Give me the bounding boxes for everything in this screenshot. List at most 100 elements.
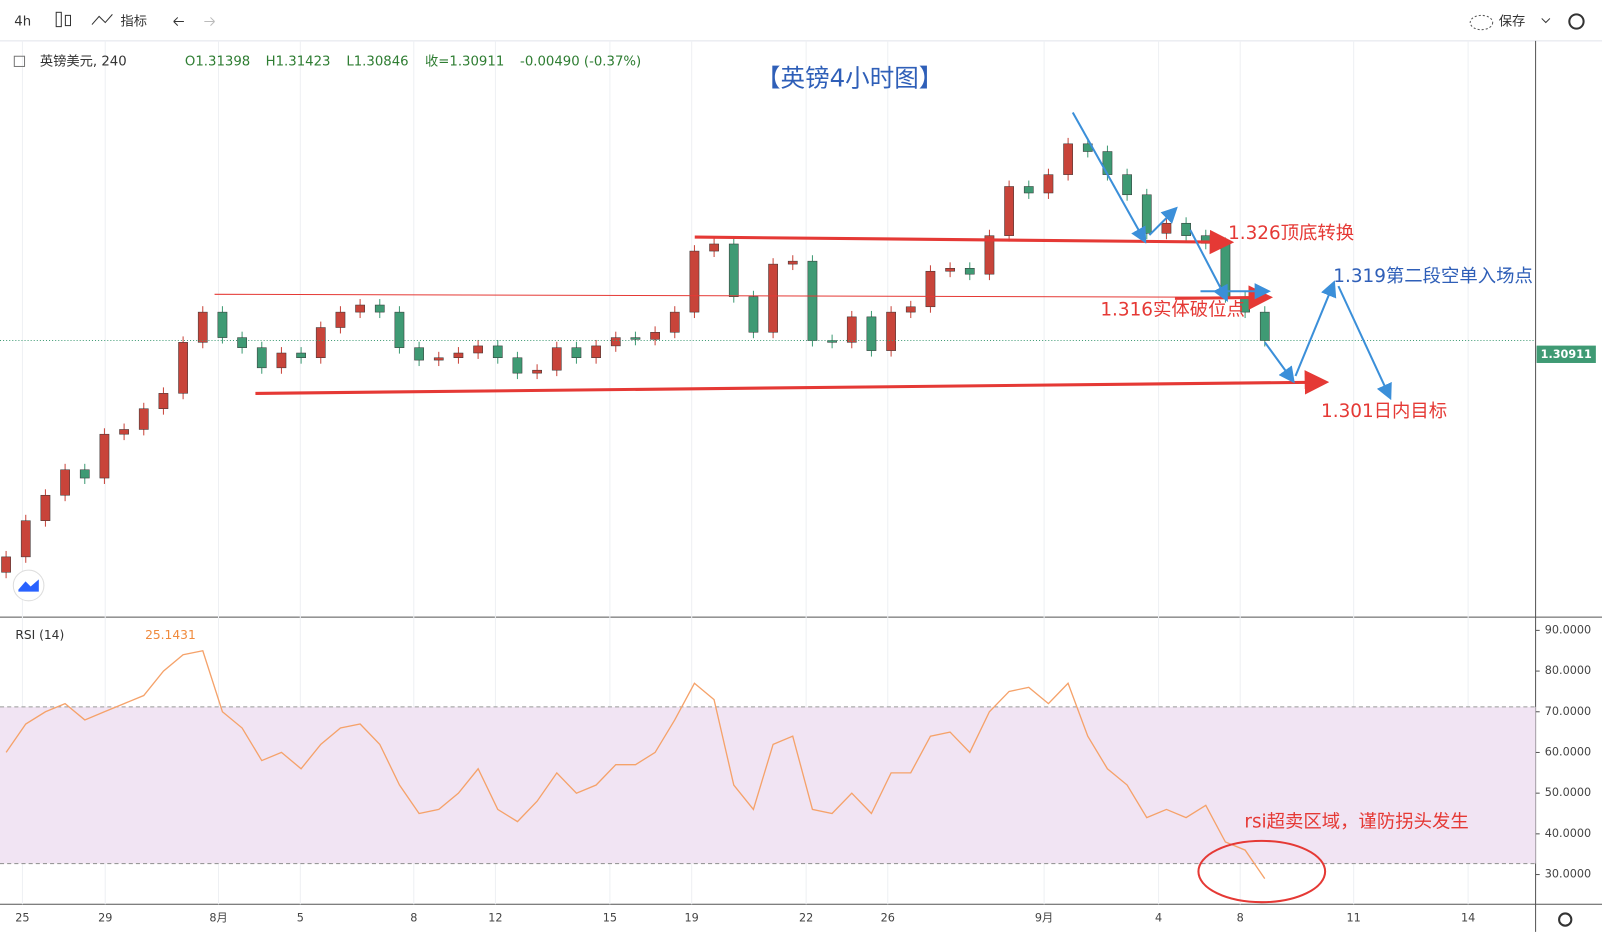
up-arrow xyxy=(1148,206,1178,236)
x-tick-label: 11 xyxy=(1347,912,1361,925)
settings-button[interactable] xyxy=(1568,13,1585,30)
legend-low: L1.30846 xyxy=(346,54,408,69)
candle-body xyxy=(1023,186,1034,194)
save-menu[interactable] xyxy=(1541,18,1551,24)
candle-body xyxy=(827,340,837,343)
oversold-circle xyxy=(1197,839,1327,904)
rsi-name[interactable]: RSI (14) xyxy=(15,628,64,642)
candle-body xyxy=(964,268,975,275)
candle-body xyxy=(1122,174,1132,196)
x-tick-label: 12 xyxy=(488,912,502,925)
candle-body xyxy=(256,347,267,369)
break-line xyxy=(1174,285,1274,310)
y-tick-label: 70.0000 xyxy=(1545,705,1591,718)
candle-body xyxy=(158,393,169,409)
candle-body xyxy=(768,263,778,333)
candle-body xyxy=(315,327,326,359)
annotation: 1.326顶底转换 xyxy=(1228,223,1354,244)
x-tick-label: 14 xyxy=(1461,912,1475,925)
annotation: 1.319第二段空单入场点 xyxy=(1333,266,1533,287)
candle-body xyxy=(748,296,759,333)
x-tick-label: 15 xyxy=(603,912,617,925)
x-tick-label: 22 xyxy=(799,912,813,925)
x-tick-label: 29 xyxy=(98,912,112,925)
candle-body xyxy=(335,311,346,328)
candle-body xyxy=(296,352,306,359)
candle-body xyxy=(276,352,287,369)
axis-settings[interactable] xyxy=(1558,912,1573,927)
symbol[interactable]: 英镑美元, 240 xyxy=(40,52,127,69)
candle-body xyxy=(610,337,621,347)
candle-type-button[interactable] xyxy=(55,11,72,28)
candle-body xyxy=(473,345,483,354)
y-tick-label: 80.0000 xyxy=(1545,664,1591,677)
redo-button[interactable] xyxy=(204,17,215,26)
candle-body xyxy=(453,352,464,359)
y-tick-label: 40.0000 xyxy=(1545,827,1591,840)
chart-title: 【英镑4小时图】 xyxy=(756,64,943,93)
x-tick-label: 8月 xyxy=(209,912,227,925)
candle-body xyxy=(1004,186,1014,236)
x-tick-label: 4 xyxy=(1155,912,1162,925)
down-arrow xyxy=(1071,111,1147,244)
rsi-note: rsi超卖区域，谨防拐头发生 xyxy=(1244,812,1468,833)
cloud-icon xyxy=(1469,14,1494,31)
rsi-line xyxy=(5,649,1266,879)
candle-body xyxy=(197,311,208,343)
y-tick-label: 50.0000 xyxy=(1545,786,1591,799)
annotation: 1.301日内目标 xyxy=(1321,401,1447,422)
candle-body xyxy=(807,260,818,341)
candle-body xyxy=(787,260,798,265)
candle-body xyxy=(1259,311,1270,341)
candle-body xyxy=(905,306,916,313)
candle-body xyxy=(925,270,936,308)
candle-body xyxy=(40,494,51,521)
toolbar xyxy=(0,0,1602,41)
projection xyxy=(1264,341,1295,384)
rsi-band xyxy=(0,706,1536,864)
indicator-icon xyxy=(91,14,113,25)
candle-body xyxy=(1063,143,1073,175)
candle-body xyxy=(217,311,228,338)
y-tick-label: 90.0000 xyxy=(1545,623,1591,636)
undo-button[interactable] xyxy=(173,17,184,26)
last-price-box xyxy=(1536,345,1596,363)
candle-body xyxy=(728,243,739,297)
y-tick-label: 30.0000 xyxy=(1545,868,1591,881)
projection xyxy=(1337,285,1392,401)
candle-body xyxy=(394,311,405,348)
candle-body xyxy=(1043,174,1054,194)
x-tick-label: 9月 xyxy=(1035,912,1053,925)
legend-close: 收=1.30911 xyxy=(425,53,504,69)
candle-body xyxy=(650,332,660,340)
x-tick-label: 19 xyxy=(685,912,699,925)
collapse-button[interactable] xyxy=(13,55,26,67)
candle-body xyxy=(1220,243,1231,297)
upper-channel xyxy=(214,293,1267,298)
candle-body xyxy=(1141,194,1152,234)
candle-body xyxy=(433,357,444,361)
candle-body xyxy=(178,342,188,394)
candle-body xyxy=(886,311,896,351)
x-tick-label: 26 xyxy=(881,912,895,925)
candle-body xyxy=(945,268,955,272)
save-button[interactable]: 保存 xyxy=(1499,14,1526,30)
candle-body xyxy=(119,429,129,435)
logo-mark xyxy=(18,579,39,592)
x-tick-label: 8 xyxy=(410,912,417,925)
x-tick-label: 25 xyxy=(15,912,29,925)
resistance-line xyxy=(694,229,1235,255)
drawings xyxy=(214,111,1392,904)
indicators-button[interactable]: 指标 xyxy=(121,14,148,30)
interval-button[interactable]: 4h xyxy=(14,15,31,30)
candle-body xyxy=(630,337,641,340)
candle-body xyxy=(689,250,700,313)
candle-body xyxy=(414,347,424,361)
legend-open: O1.31398 xyxy=(185,54,250,69)
annotation: 1.316实体破位点 xyxy=(1100,300,1244,321)
candle-body xyxy=(669,311,680,333)
legend-high: H1.31423 xyxy=(266,54,331,69)
y-tick-label: 60.0000 xyxy=(1545,745,1591,758)
candle-body xyxy=(1161,222,1172,234)
